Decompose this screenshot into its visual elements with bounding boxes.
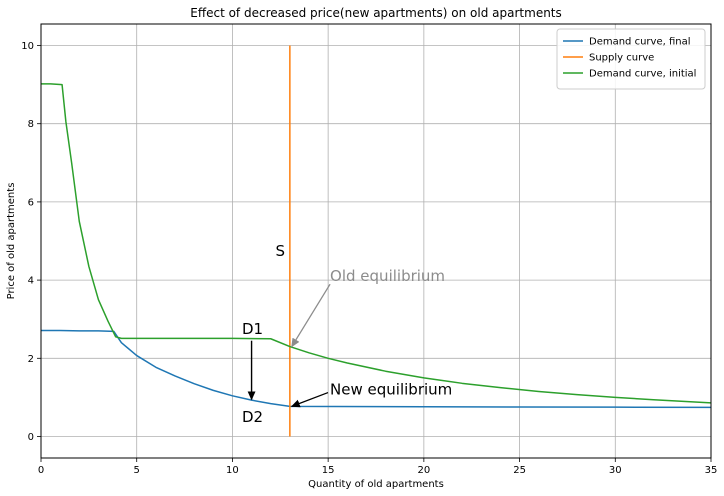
legend-entry: Demand curve, final xyxy=(589,37,691,48)
annotation-new-equilibrium: New equilibrium xyxy=(330,381,452,399)
y-tick-label: 4 xyxy=(28,276,34,287)
series-group xyxy=(41,45,712,437)
y-tick-label: 6 xyxy=(28,197,34,208)
x-axis-label: Quantity of old apartments xyxy=(308,479,444,490)
x-tick-label: 35 xyxy=(705,465,718,476)
ticks-group: 0 5 10 15 20 25 30 35 0 2 4 6 8 10 xyxy=(21,41,717,476)
plot-frame xyxy=(40,23,712,459)
x-tick-label: 15 xyxy=(322,465,335,476)
x-tick-label: 10 xyxy=(226,465,239,476)
legend-entry: Supply curve xyxy=(589,53,654,64)
y-tick-label: 8 xyxy=(28,119,34,130)
x-tick-label: 20 xyxy=(417,465,430,476)
y-tick-label: 10 xyxy=(21,41,34,52)
annotation-s: S xyxy=(276,242,286,260)
annotation-arrow-new-equilibrium xyxy=(290,391,329,408)
y-axis-label: Price of old apartments xyxy=(6,183,17,300)
y-tick-label: 2 xyxy=(28,354,34,365)
y-tick-label: 0 xyxy=(28,432,34,443)
x-tick-label: 30 xyxy=(609,465,622,476)
legend-entry: Demand curve, initial xyxy=(589,69,696,80)
x-tick-label: 5 xyxy=(134,465,140,476)
series-line-demand-curve-final xyxy=(41,329,712,409)
annotations-group: S D1 D2 Old equilibrium New equilibrium xyxy=(242,242,452,426)
legend-box xyxy=(556,28,706,90)
chart-title: Effect of decreased price(new apartments… xyxy=(190,6,562,20)
series-line-demand-curve-initial xyxy=(41,83,712,404)
annotation-old-equilibrium: Old equilibrium xyxy=(330,267,445,285)
x-tick-label: 25 xyxy=(513,465,526,476)
x-tick-label: 0 xyxy=(38,465,44,476)
annotation-d2: D2 xyxy=(242,408,263,426)
legend: Demand curve, final Supply curve Demand cu… xyxy=(556,28,706,90)
annotation-d1: D1 xyxy=(242,320,263,338)
annotation-arrow-old-equilibrium xyxy=(291,283,331,348)
